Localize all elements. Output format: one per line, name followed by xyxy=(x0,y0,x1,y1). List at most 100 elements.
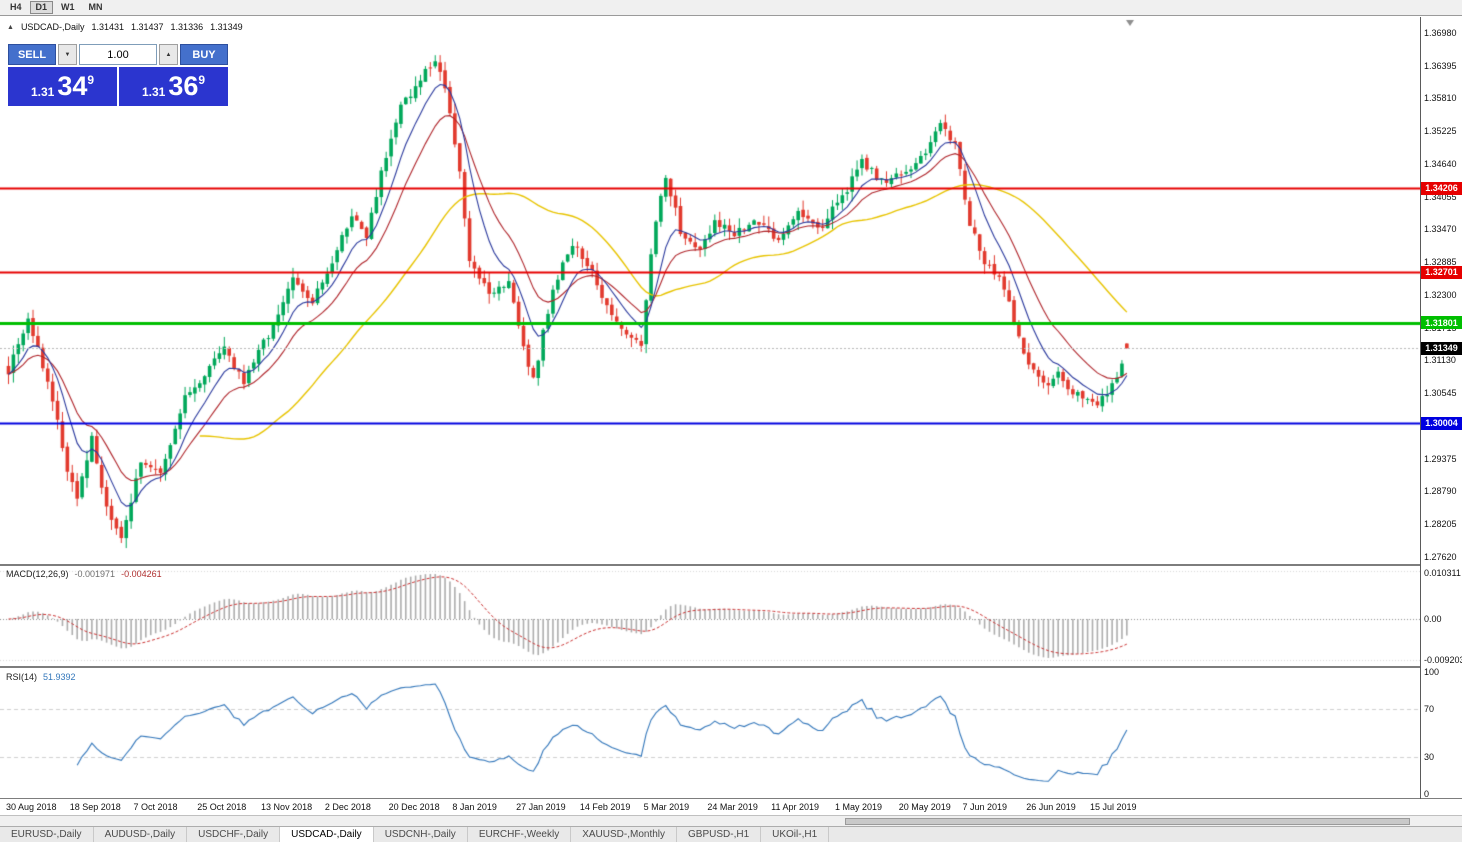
rsi-panel-resize-separator[interactable] xyxy=(0,666,1462,668)
time-axis-label: 24 Mar 2019 xyxy=(707,802,758,812)
rsi-axis-label: 30 xyxy=(1424,752,1435,763)
price-chart-canvas[interactable] xyxy=(0,17,1420,563)
price-axis-border xyxy=(1420,17,1421,799)
time-axis-label: 26 Jun 2019 xyxy=(1026,802,1076,812)
chart-tab-usdchf[interactable]: USDCHF-,Daily xyxy=(187,827,281,842)
chart-title: ▲ USDCAD-,Daily 1.31431 1.31437 1.31336 … xyxy=(7,22,243,32)
price-axis-label: 1.36395 xyxy=(1424,60,1457,71)
price-axis-label: 1.27620 xyxy=(1424,551,1457,562)
macd-signal-value: -0.004261 xyxy=(121,569,162,579)
chart-tab-usdcad[interactable]: USDCAD-,Daily xyxy=(280,827,374,842)
sell-quote-button[interactable]: 1.31 34 9 xyxy=(8,67,117,106)
one-click-trading-panel: SELL ▼ ▲ BUY 1.31 34 9 1.31 36 9 xyxy=(8,44,228,106)
macd-indicator-label: MACD(12,26,9) -0.001971 -0.004261 xyxy=(6,569,162,579)
rsi-axis-label: 100 xyxy=(1424,667,1440,677)
rsi-value: 51.9392 xyxy=(43,672,76,682)
time-axis-label: 13 Nov 2018 xyxy=(261,802,313,812)
horizontal-scrollbar[interactable] xyxy=(0,815,1462,826)
rsi-name: RSI(14) xyxy=(6,672,38,682)
price-axis-label: 1.30545 xyxy=(1424,388,1457,399)
time-axis-label: 1 May 2019 xyxy=(834,802,882,812)
rsi-axis-label: 70 xyxy=(1424,703,1435,714)
time-axis-label: 7 Oct 2018 xyxy=(133,802,178,812)
time-axis-label: 30 Aug 2018 xyxy=(6,802,57,812)
buy-quote-button[interactable]: 1.31 36 9 xyxy=(119,67,228,106)
macd-name: MACD(12,26,9) xyxy=(6,569,69,579)
timeframe-button-mn[interactable]: MN xyxy=(83,1,109,14)
ohlc-close-value: 1.31349 xyxy=(210,22,243,32)
hline-price-badge: 1.31801 xyxy=(1421,316,1462,330)
time-axis-label: 7 Jun 2019 xyxy=(962,802,1008,812)
scrollbar-thumb[interactable] xyxy=(845,818,1410,825)
hline-price-badge: 1.32701 xyxy=(1421,265,1462,279)
chart-tab-xauusd[interactable]: XAUUSD-,Monthly xyxy=(571,827,678,842)
price-axis-label: 1.28790 xyxy=(1424,486,1457,497)
chart-tab-eurchf[interactable]: EURCHF-,Weekly xyxy=(468,827,572,842)
price-axis-label: 1.33470 xyxy=(1424,224,1457,235)
rsi-axis-label: 0 xyxy=(1424,789,1430,799)
price-axis-label: 1.34640 xyxy=(1424,158,1457,169)
buy-price-pip: 9 xyxy=(198,72,206,87)
time-axis-label: 2 Dec 2018 xyxy=(324,802,371,812)
chart-symbol-label: USDCAD-,Daily xyxy=(20,22,85,32)
ohlc-low-value: 1.31336 xyxy=(170,22,204,32)
timeframe-button-d1[interactable]: D1 xyxy=(29,1,54,14)
time-axis-label: 25 Oct 2018 xyxy=(197,802,247,812)
volume-increment-button[interactable]: ▲ xyxy=(159,44,178,65)
price-axis-label: 1.31130 xyxy=(1424,355,1456,366)
price-axis-label: 1.35810 xyxy=(1424,93,1457,104)
hline-price-badge: 1.30004 xyxy=(1421,416,1462,430)
timeframe-toolbar: H4 D1 W1 MN xyxy=(0,0,1462,16)
timeframe-button-w1[interactable]: W1 xyxy=(55,1,81,14)
time-axis-label: 11 Apr 2019 xyxy=(771,802,820,812)
buy-price-handle: 1.31 xyxy=(141,84,166,99)
time-axis-separator xyxy=(0,798,1462,799)
sell-price-pip: 9 xyxy=(87,72,95,87)
price-axis-label: 1.36980 xyxy=(1424,28,1457,38)
time-axis-label: 20 May 2019 xyxy=(898,802,951,812)
time-axis-label: 14 Feb 2019 xyxy=(579,802,631,812)
current-price-badge: 1.31349 xyxy=(1421,341,1462,355)
chart-tab-usdcnh[interactable]: USDCNH-,Daily xyxy=(374,827,468,842)
macd-axis-zero-label: 0.00 xyxy=(1424,614,1442,625)
macd-main-value: -0.001971 xyxy=(74,569,116,579)
macd-indicator-canvas[interactable] xyxy=(0,566,1420,666)
price-axis-label: 1.32885 xyxy=(1424,257,1457,268)
ohlc-high-value: 1.31437 xyxy=(131,22,164,32)
macd-axis-min-label: -0.009203 xyxy=(1424,655,1462,665)
time-axis[interactable]: 30 Aug 2018 18 Sep 2018 7 Oct 2018 25 Oct 2… xyxy=(0,799,1420,815)
chart-tab-gbpusd[interactable]: GBPUSD-,H1 xyxy=(677,827,762,842)
time-axis-label: 27 Jan 2019 xyxy=(516,802,566,812)
panel-collapse-icon[interactable]: ▲ xyxy=(7,23,14,31)
time-axis-label: 18 Sep 2018 xyxy=(69,802,121,812)
price-axis[interactable]: 1.36980 1.36395 1.35810 1.35225 1.34640 1.340… xyxy=(1421,0,1462,799)
buy-button[interactable]: BUY xyxy=(180,44,228,65)
price-axis-label: 1.28205 xyxy=(1424,519,1457,530)
chart-tab-audusd[interactable]: AUDUSD-,Daily xyxy=(94,827,188,842)
time-axis-label: 20 Dec 2018 xyxy=(388,802,440,812)
volume-input[interactable] xyxy=(79,44,157,65)
chart-tabs-bar: EURUSD-,Daily AUDUSD-,Daily USDCHF-,Daily U… xyxy=(0,826,1462,842)
hline-price-badge: 1.34206 xyxy=(1421,181,1462,195)
time-axis-label: 15 Jul 2019 xyxy=(1090,802,1137,812)
ohlc-open-value: 1.31431 xyxy=(91,22,124,32)
price-axis-label: 1.35225 xyxy=(1424,126,1457,137)
volume-decrement-button[interactable]: ▼ xyxy=(58,44,77,65)
chart-tab-ukoil[interactable]: UKOil-,H1 xyxy=(761,827,830,842)
macd-panel-resize-separator[interactable] xyxy=(0,564,1462,566)
time-axis-label: 8 Jan 2019 xyxy=(452,802,497,812)
sell-button[interactable]: SELL xyxy=(8,44,56,65)
sell-price-big: 34 xyxy=(57,71,88,101)
macd-axis-max-label: 0.010311 xyxy=(1424,568,1461,578)
sell-price-handle: 1.31 xyxy=(30,84,55,99)
buy-price-big: 36 xyxy=(168,71,199,101)
timeframe-button-h4[interactable]: H4 xyxy=(4,1,28,14)
rsi-indicator-label: RSI(14) 51.9392 xyxy=(6,672,76,682)
price-axis-label: 1.32300 xyxy=(1424,289,1457,300)
price-axis-label: 1.29375 xyxy=(1424,453,1457,464)
chart-tab-eurusd[interactable]: EURUSD-,Daily xyxy=(0,827,94,842)
time-axis-label: 5 Mar 2019 xyxy=(643,802,690,812)
price-axis-label: 1.34055 xyxy=(1424,191,1457,202)
rsi-indicator-canvas[interactable] xyxy=(0,669,1420,798)
